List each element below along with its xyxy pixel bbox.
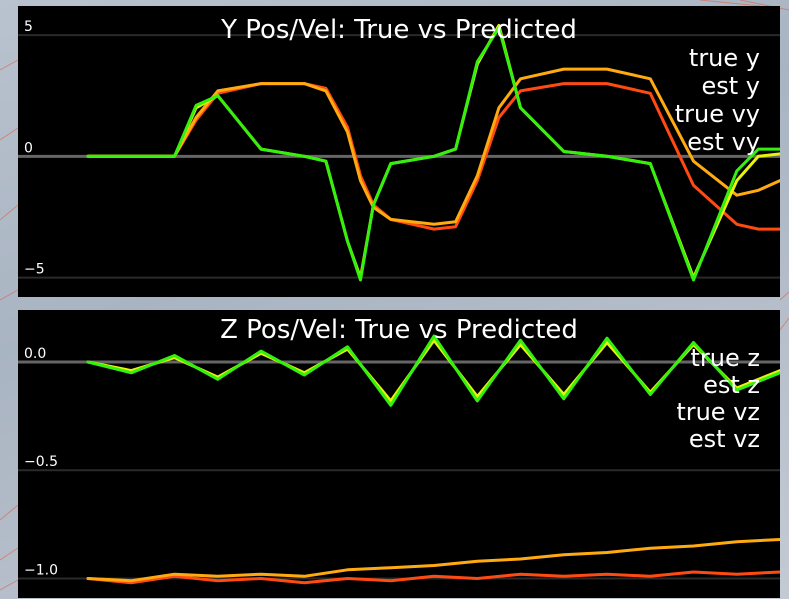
z-axis-tick-label: −1.0	[24, 563, 58, 579]
y-legend-item: true vy	[675, 100, 760, 128]
y-chart-svg: 5 0 −5 Y Pos/Vel: True vs Predicted true y…	[18, 15, 780, 282]
z-series-line-true-vz	[86, 338, 780, 403]
y-axis-tick-label: 0	[24, 140, 33, 156]
y-axis-tick-label: −5	[24, 262, 45, 278]
y-series-line-est-y	[86, 67, 780, 226]
y-axis-tick-label: 5	[24, 19, 33, 35]
z-series-line-est-z	[86, 538, 780, 583]
z-chart-title: Z Pos/Vel: True vs Predicted	[220, 315, 578, 345]
z-axis-tick-label: 0.0	[24, 346, 46, 362]
z-legend-item: est vz	[689, 425, 760, 453]
z-position-velocity-chart: 0.0 −0.5 −1.0 Z Pos/Vel: True vs Predicted…	[18, 310, 780, 598]
z-series-line-true-z	[86, 570, 780, 585]
z-axis-tick-label: −0.5	[24, 454, 58, 470]
y-series-line-est-vy	[86, 26, 780, 282]
z-legend-item: true z	[691, 344, 760, 372]
y-chart-title: Y Pos/Vel: True vs Predicted	[220, 15, 577, 45]
y-legend-item: true y	[689, 44, 760, 72]
y-position-velocity-chart: 5 0 −5 Y Pos/Vel: True vs Predicted true y…	[18, 6, 780, 297]
z-chart-svg: 0.0 −0.5 −1.0 Z Pos/Vel: True vs Predicted…	[18, 315, 780, 585]
z-legend-item: true vz	[676, 398, 760, 426]
z-legend-item: est z	[703, 371, 760, 399]
y-legend-item: est vy	[687, 128, 760, 156]
y-legend-item: est y	[701, 72, 760, 100]
z-series-line-est-vz	[86, 334, 780, 407]
